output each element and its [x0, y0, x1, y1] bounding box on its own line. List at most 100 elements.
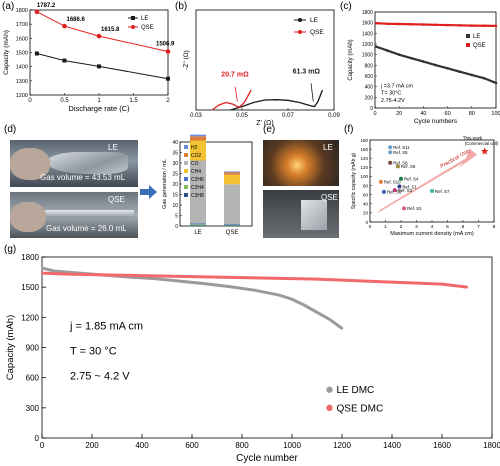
x-tick-label: 4: [431, 224, 434, 230]
y-axis-label: Capacity (mAh): [348, 39, 354, 80]
data-point-qse-dmc: [165, 274, 169, 278]
y-tick-label: 160: [360, 147, 368, 152]
data-point-le: [397, 53, 401, 56]
x-tick-label: 2: [400, 224, 403, 230]
x-axis-label: Maximum current density (mA cm): [390, 231, 474, 237]
series-line-le: [36, 53, 169, 80]
data-point-qse-dmc: [65, 272, 69, 276]
data-point-qse-dmc: [290, 277, 294, 280]
reference-point: [402, 206, 407, 211]
data-point-le-dmc: [303, 304, 306, 307]
annotation-arrow: [310, 83, 314, 102]
plot-frame: [29, 9, 169, 96]
data-point-le: [482, 76, 486, 80]
y-tick-label: 20: [172, 182, 178, 188]
arrow-icon: [140, 185, 157, 199]
legend-marker-c3h8: [184, 193, 188, 197]
y-tick-label: 1700: [16, 22, 28, 28]
bar-segment-c2h6: [224, 224, 240, 225]
x-tick-label: 0.09: [328, 113, 340, 119]
chart-f: 0 20 40 60 80 100 120 140 160 180 0 1 2 3 4 5 6 7 8 Maximum…: [351, 135, 499, 237]
bar-segment-c3h8: [190, 225, 206, 226]
panel-letter-e: (e): [263, 124, 275, 135]
y-axis-label: -Z'' (Ω): [183, 50, 190, 70]
data-point-qse-dmc: [90, 273, 94, 276]
data-point-qse-dmc: [41, 271, 44, 275]
legend-label-c2h4: C2H4: [191, 185, 204, 191]
data-point-le: [34, 51, 39, 56]
reference-point: [388, 145, 393, 150]
reference-label: Ref. S3: [398, 188, 413, 193]
y-axis-label: Capacity (mAh): [3, 30, 10, 75]
x-tick-label: LE: [194, 230, 201, 236]
legend-marker-le: [466, 34, 470, 38]
data-point-le-dmc: [278, 294, 281, 297]
data-point-qse: [482, 24, 486, 28]
y-tick-label: 1600: [362, 21, 373, 27]
photo-qse-gas-volume: Gas volume = 26.0 mL: [46, 224, 127, 233]
y-tick-label: 900: [26, 344, 40, 353]
y-tick-label: 0: [175, 224, 178, 230]
data-point-qse: [494, 24, 498, 28]
y-tick-label: 400: [365, 85, 374, 91]
annotation-temperature: T= 30°C: [381, 91, 401, 97]
photo-e-le-label: LE: [323, 143, 333, 152]
panel-letter-g: (g): [4, 244, 16, 255]
legend-marker-qse: [298, 30, 302, 34]
legend-marker-qse-dmc: [326, 404, 333, 412]
y-tick-label: 180: [360, 138, 368, 143]
data-point-qse: [165, 49, 171, 54]
y-tick-label: 140: [360, 156, 368, 161]
y-tick-label: 0: [35, 434, 40, 443]
data-point-le-dmc: [315, 311, 319, 314]
data-point-le-dmc: [290, 298, 294, 301]
this-work-star-icon: [480, 147, 489, 155]
legend-label-qse-dmc: QSE DMC: [337, 403, 384, 414]
x-tick-label: 2: [166, 98, 170, 104]
reference-point: [381, 189, 386, 194]
x-tick-label: 0: [40, 441, 45, 450]
y-axis-label: Capacity (mAh): [5, 315, 16, 380]
chart-d: 0 5 10 15 20 25 30 35 40 Gas generation / mL LE QSE…: [162, 134, 253, 236]
y-tick-label: 200: [365, 95, 374, 101]
x-tick-label: 1400: [383, 441, 401, 450]
y-tick-label: 1800: [362, 10, 373, 16]
x-tick-label: 0.07: [282, 113, 294, 119]
y-tick-label: 10: [172, 203, 178, 209]
panel-letter-c: (c): [340, 1, 352, 12]
data-point-qse-dmc: [440, 282, 444, 286]
annotation-arrow: [234, 86, 238, 102]
reference-point: [397, 184, 402, 189]
reference-label: Ref. S7: [435, 189, 450, 194]
legend-label-qse: QSE: [141, 25, 154, 31]
data-point-le-dmc: [53, 269, 56, 273]
x-tick-label: 6: [462, 224, 465, 230]
y-tick-label: 40: [363, 202, 369, 207]
legend-label-h2: H2: [191, 145, 198, 151]
x-tick-label: 1800: [483, 441, 500, 450]
x-tick-label: 400: [135, 441, 149, 450]
y-tick-label: 1000: [362, 53, 373, 59]
y-tick-label: 1200: [16, 93, 28, 99]
chart-g: 0 300 600 900 1200 1500 1800 0 200 400 600 800 1000 1…: [5, 253, 500, 464]
legend-label-qse: QSE: [473, 43, 486, 49]
data-point-qse: [410, 22, 413, 26]
x-tick-label: 20: [396, 111, 402, 117]
pouch-shape: [48, 152, 128, 174]
practical-use-arrow: [377, 148, 477, 213]
y-tick-label: 1800: [21, 253, 39, 262]
y-tick-label: 1500: [16, 51, 28, 57]
data-label: 1787.2: [37, 3, 56, 9]
data-point-le: [470, 73, 474, 77]
data-point-qse-dmc: [215, 275, 219, 279]
series-line-qse: [211, 89, 252, 111]
y-tick-label: 1800: [16, 8, 28, 14]
legend-label-le: LE: [141, 16, 148, 22]
data-point-qse: [422, 23, 425, 26]
annotation-current-density: j =3.7 mA cm: [380, 84, 413, 90]
y-tick-label: 1500: [21, 283, 39, 292]
annotation-temperature: T = 30 °C: [70, 346, 117, 358]
data-point-qse-dmc: [390, 280, 394, 284]
x-tick-label: 100: [491, 111, 500, 117]
